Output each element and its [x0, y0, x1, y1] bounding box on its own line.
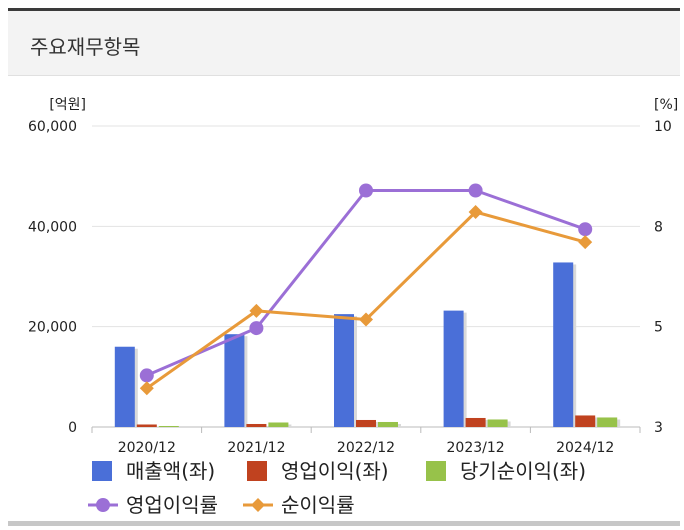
legend-swatch [247, 461, 267, 481]
legend-label: 영업이익(좌) [281, 459, 389, 483]
left-tick-label: 0 [68, 420, 77, 436]
right-tick-label: 3 [654, 420, 663, 436]
x-tick-label: 2021/12 [227, 440, 285, 456]
bottom-rule [8, 521, 680, 526]
bar-3 [597, 417, 618, 427]
line-series [139, 183, 593, 396]
x-tick-label: 2024/12 [556, 440, 614, 456]
left-unit-label: [억원] [49, 97, 86, 113]
left-tick-label: 20,000 [28, 320, 77, 336]
bar-1 [334, 314, 354, 427]
legend-swatch [426, 461, 446, 481]
bar-2 [136, 424, 157, 427]
left-tick-label: 40,000 [28, 219, 77, 235]
legend-label: 매출액(좌) [126, 459, 215, 483]
bar-2 [356, 419, 376, 427]
bar-1 [224, 334, 245, 427]
x-axis: 2020/12 2021/12 2022/12 2023/12 2024/12 [91, 427, 641, 456]
line-path-1 [146, 189, 586, 377]
legend-marker [96, 498, 110, 512]
bar-1 [114, 346, 135, 427]
left-tick-label: 60,000 [28, 119, 77, 135]
line-point-1 [139, 368, 154, 383]
bar-2 [465, 417, 486, 427]
bar-3 [158, 425, 179, 427]
right-tick-label: 10 [654, 119, 672, 135]
line-path-2 [145, 210, 586, 390]
line-point-2 [359, 312, 373, 327]
section-header: 주요재무항목 [8, 11, 680, 76]
legend-label: 순이익률 [281, 493, 355, 517]
right-unit-label: [%] [654, 97, 678, 113]
line-point-2 [139, 381, 154, 396]
line-point-1 [578, 222, 593, 237]
legend-label: 영업이익률 [126, 493, 218, 517]
legend-marker [251, 498, 265, 512]
bar-1 [553, 262, 574, 427]
x-tick-label: 2020/12 [118, 440, 176, 456]
x-tick-label: 2023/12 [447, 440, 505, 456]
right-tick-label: 8 [654, 219, 663, 235]
right-tick-label: 5 [654, 320, 663, 336]
section-title: 주요재무항목 [30, 35, 141, 59]
x-tick-label: 2022/12 [337, 440, 395, 456]
bar-3 [487, 419, 508, 427]
left-axis: 60,000 40,000 20,000 0 [억원] [28, 97, 86, 436]
line-point-2 [468, 205, 483, 219]
top-rule [8, 8, 680, 11]
line-point-2 [249, 303, 264, 318]
legend-swatch [92, 461, 112, 481]
bar-2 [575, 415, 596, 427]
right-axis: 10 8 5 3 [%] [654, 97, 678, 436]
bar-3 [268, 422, 289, 427]
bar-1 [443, 310, 464, 427]
bar-3 [378, 421, 398, 427]
line-point-1 [249, 321, 264, 336]
bar-series [114, 262, 621, 427]
line-point-1 [359, 183, 373, 198]
line-point-1 [468, 183, 483, 198]
legend: 매출액(좌) 영업이익(좌) 당기순이익(좌) 영업이익률 순이익률 [88, 459, 586, 517]
line-point-2 [578, 235, 593, 250]
legend-label: 당기순이익(좌) [460, 459, 586, 483]
bar-2 [246, 423, 267, 427]
